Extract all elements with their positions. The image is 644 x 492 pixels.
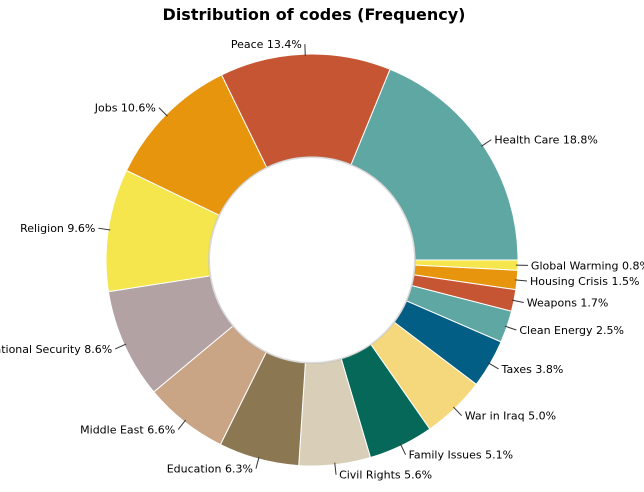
leader-line-education bbox=[255, 456, 260, 469]
slice-label-global-warming: Global Warming 0.8% bbox=[531, 259, 644, 272]
leader-line-weapons bbox=[511, 299, 524, 304]
slices-layer bbox=[105, 53, 519, 467]
donut-hole bbox=[208, 156, 416, 364]
slice-label-jobs: Jobs 10.6% bbox=[94, 102, 156, 115]
slice-label-taxes: Taxes 3.8% bbox=[501, 363, 564, 376]
slice-label-weapons: Weapons 1.7% bbox=[527, 297, 609, 310]
slice-label-peace: Peace 13.4% bbox=[231, 38, 302, 51]
slice-label-family-issues: Family Issues 5.1% bbox=[409, 449, 514, 462]
slice-label-religion: Religion 9.6% bbox=[20, 222, 95, 235]
slice-label-war-in-iraq: War in Iraq 5.0% bbox=[465, 410, 556, 423]
leader-line-clean-energy bbox=[504, 325, 517, 331]
labels-layer: Health Care 18.8% Global Warming 0.8% Hous… bbox=[0, 38, 644, 482]
leader-line-jobs bbox=[158, 107, 168, 117]
leader-line-religion bbox=[98, 227, 111, 231]
slice-label-clean-energy: Clean Energy 2.5% bbox=[519, 324, 624, 337]
leader-line-civil-rights bbox=[334, 462, 337, 475]
slice-label-civil-rights: Civil Rights 5.6% bbox=[339, 469, 432, 482]
leader-line-taxes bbox=[487, 362, 499, 370]
leader-line-national-security bbox=[114, 343, 127, 350]
chart-title: Distribution of codes (Frequency) bbox=[162, 5, 466, 24]
leader-line-housing-crisis bbox=[514, 279, 528, 282]
leader-line-war-in-iraq bbox=[453, 406, 463, 417]
slice-label-middle-east: Middle East 6.6% bbox=[80, 424, 175, 437]
slice-label-national-security: National Security 8.6% bbox=[0, 343, 112, 356]
leader-line-family-issues bbox=[399, 443, 407, 455]
slice-label-education: Education 6.3% bbox=[167, 463, 253, 476]
leaders-layer bbox=[98, 44, 528, 475]
leader-line-middle-east bbox=[177, 419, 186, 430]
slice-label-health-care: Health Care 18.8% bbox=[494, 134, 598, 147]
leader-line-health-care bbox=[481, 139, 492, 147]
slice-label-housing-crisis: Housing Crisis 1.5% bbox=[530, 275, 639, 288]
